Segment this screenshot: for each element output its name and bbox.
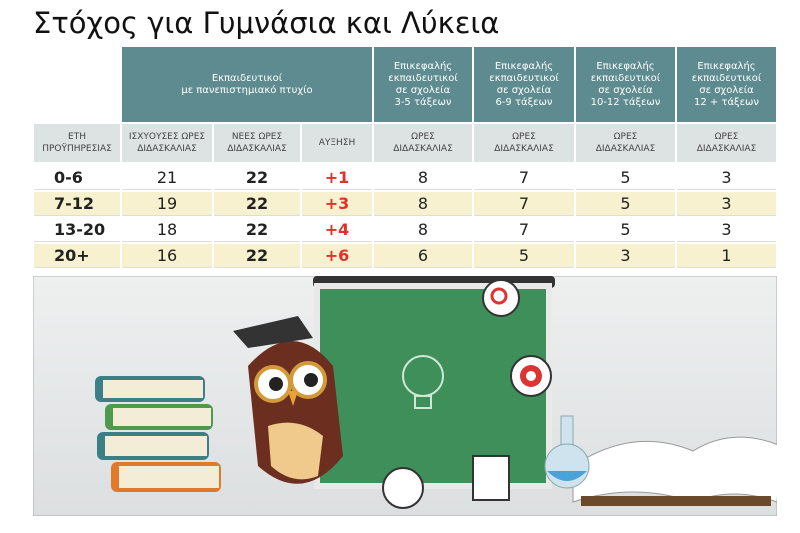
illustration: [33, 276, 777, 516]
sub-header: ΩΡΕΣ ΔΙΔΑΣΚΑΛΙΑΣ: [576, 124, 675, 162]
sub-header: ΩΡΕΣ ΔΙΔΑΣΚΑΛΙΑΣ: [374, 124, 472, 162]
row-label: 0-6: [34, 166, 120, 190]
table-cell: +1: [302, 166, 372, 190]
table-cell: 3: [576, 244, 675, 268]
title: Στόχος για Γυμνάσια και Λύκεια: [33, 6, 500, 40]
row-label: 7-12: [34, 192, 120, 216]
board: [313, 276, 555, 509]
table-cell: 3: [677, 218, 776, 242]
sub-header: ΑΥΞΗΣΗ: [302, 124, 372, 162]
table-cell: 8: [374, 192, 472, 216]
table-cell: 22: [214, 166, 300, 190]
table-cell: 5: [474, 244, 574, 268]
table-cell: 5: [576, 192, 675, 216]
school-header: Επικεφαλής εκπαιδευτικοί σε σχολεία 10-1…: [576, 47, 675, 122]
table-cell: 22: [214, 192, 300, 216]
open-book: [572, 436, 777, 506]
table-cell: 8: [374, 218, 472, 242]
table-cell: 19: [122, 192, 212, 216]
row-label: 20+: [34, 244, 120, 268]
group-header: Εκπαιδευτικοί με πανεπιστημιακό πτυχίο: [122, 47, 372, 122]
table-cell: 18: [122, 218, 212, 242]
table-cell: 22: [214, 218, 300, 242]
table-cell: 7: [474, 192, 574, 216]
sub-header: ΕΤΗ ΠΡΟΫΠΗΡΕΣΙΑΣ: [34, 124, 120, 162]
table-cell: 1: [677, 244, 776, 268]
table-cell: +4: [302, 218, 372, 242]
row-label: 13-20: [34, 218, 120, 242]
table-cell: +6: [302, 244, 372, 268]
sub-header: ΙΣΧΥΟΥΣΕΣ ΩΡΕΣ ΔΙΔΑΣΚΑΛΙΑΣ: [122, 124, 212, 162]
table-cell: +3: [302, 192, 372, 216]
table-cell: 16: [122, 244, 212, 268]
owl: [233, 316, 343, 484]
table-cell: 7: [474, 218, 574, 242]
sub-header: ΩΡΕΣ ΔΙΔΑΣΚΑΛΙΑΣ: [677, 124, 776, 162]
table-cell: 22: [214, 244, 300, 268]
table-cell: 8: [374, 166, 472, 190]
table-cell: 6: [374, 244, 472, 268]
table-cell: 5: [576, 166, 675, 190]
school-header: Επικεφαλής εκπαιδευτικοί σε σχολεία 3-5 …: [374, 47, 472, 122]
table-cell: 21: [122, 166, 212, 190]
table-cell: 5: [576, 218, 675, 242]
sub-header: ΝΕΕΣ ΩΡΕΣ ΔΙΔΑΣΚΑΛΙΑΣ: [214, 124, 300, 162]
school-header: Επικεφαλής εκπαιδευτικοί σε σχολεία 6-9 …: [474, 47, 574, 122]
table-cell: 3: [677, 192, 776, 216]
books: [95, 376, 221, 492]
table-cell: 3: [677, 166, 776, 190]
school-header: Επικεφαλής εκπαιδευτικοί σε σχολεία 12 +…: [677, 47, 776, 122]
table-cell: 7: [474, 166, 574, 190]
sub-header: ΩΡΕΣ ΔΙΔΑΣΚΑΛΙΑΣ: [474, 124, 574, 162]
flask: [544, 415, 590, 489]
